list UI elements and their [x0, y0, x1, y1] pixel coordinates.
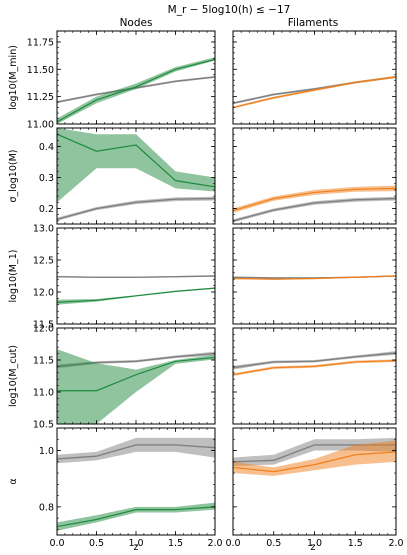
x-tick-label: 2.0: [207, 538, 222, 549]
plot-area: [57, 128, 215, 221]
plot-area: [57, 275, 215, 305]
series-line-0: [233, 197, 396, 222]
y-axis-label: α: [8, 478, 19, 484]
plot-area: [57, 57, 215, 124]
plot-area: [57, 437, 215, 531]
series-line-1: [233, 451, 396, 473]
series-band-0: [57, 351, 215, 369]
plot-area: [233, 351, 396, 376]
y-tick-label: 11.50: [27, 65, 54, 76]
column-title-filaments: Filaments: [288, 17, 338, 29]
y-tick-label: 0.3: [39, 173, 54, 184]
y-axis-label: log10(M_1): [8, 250, 19, 303]
series-line-1: [233, 360, 396, 376]
x-tick-label: 1.5: [168, 538, 183, 549]
axes-frame: [232, 127, 397, 225]
panel-2-1: [232, 227, 397, 325]
y-tick-label: 0.2: [39, 204, 54, 215]
y-tick-label: 12.0: [33, 324, 54, 335]
series-line-1: [57, 133, 215, 188]
series-band-0: [233, 196, 396, 223]
y-tick-label: 12.0: [33, 288, 54, 299]
y-tick-label: 11.25: [27, 92, 54, 103]
x-tick-label: 0.5: [266, 538, 281, 549]
x-axis-label-left: z: [134, 542, 139, 553]
plot-area: [233, 275, 396, 280]
y-tick-label: 11.00: [27, 120, 54, 131]
x-tick-label: 0.0: [225, 538, 240, 549]
series-band-1: [57, 502, 215, 531]
series-band-1: [233, 440, 396, 476]
x-tick-label: 1.0: [307, 538, 322, 549]
y-axis-label: σ_log10(M): [8, 150, 19, 203]
x-tick-label: 1.5: [348, 538, 363, 549]
axes-frame: [232, 227, 397, 325]
x-tick-label: 1.0: [128, 538, 143, 549]
panel-1-1: [232, 127, 397, 225]
y-axis-label: log10(M_min): [8, 45, 19, 110]
series-line-1: [233, 187, 396, 212]
x-axis-label-right: z: [311, 542, 316, 553]
series-line-0: [233, 352, 396, 369]
y-axis-label: log10(M_cut): [8, 345, 19, 407]
column-title-nodes: Nodes: [120, 17, 153, 29]
y-tick-label: 0.4: [39, 142, 54, 153]
figure-title: M_r − 5log10(h) ≤ −17: [168, 4, 291, 16]
y-tick-label: 12.5: [33, 256, 54, 267]
plot-area: [233, 75, 396, 109]
y-tick-label: 11.75: [27, 37, 54, 48]
series-band-0: [57, 437, 215, 464]
x-tick-label: 2.0: [388, 538, 403, 549]
panel-0-1: [232, 30, 397, 125]
y-tick-label: 11.5: [33, 320, 54, 331]
y-tick-label: 0.8: [39, 502, 54, 513]
series-band-0: [233, 351, 396, 370]
panel-3-1: [232, 327, 397, 425]
y-tick-label: 1.0: [39, 446, 54, 457]
series-line-0: [57, 275, 215, 278]
panel-3-0: 10.5 11.0 11.5 12.0 log10(M_cut): [8, 324, 216, 431]
series-band-1: [57, 128, 215, 203]
series-band-1: [57, 349, 215, 424]
series-band-0: [57, 196, 215, 221]
y-tick-label: 11.5: [33, 356, 54, 367]
panel-1-0: 0.2 0.3 0.4 σ_log10(M): [8, 127, 216, 225]
axes-frame: [232, 327, 397, 425]
series-line-1: [57, 506, 215, 528]
series-line-1: [233, 275, 396, 280]
plot-area: [233, 437, 396, 476]
plot-area: [233, 185, 396, 223]
series-line-1: [57, 58, 215, 123]
y-tick-label: 11.0: [33, 388, 54, 399]
panel-4-0: 0.0 0.5 1.0 1.5 2.0 0.8 1.0 α: [8, 427, 223, 549]
series-line-1: [233, 76, 396, 109]
series-line-1: [57, 287, 215, 303]
x-tick-label: 0.0: [49, 538, 64, 549]
series-line-0: [57, 444, 215, 460]
panel-4-1: 0.0 0.5 1.0 1.5 2.0: [225, 427, 404, 549]
axes-frame: [232, 30, 397, 125]
y-tick-label: 10.5: [33, 420, 54, 431]
panel-2-0: 11.5 12.0 12.5 13.0 log10(M_1): [8, 224, 216, 331]
panel-0-0: 11.00 11.25 11.50 11.75 log10(M_min): [8, 30, 216, 131]
x-tick-label: 0.5: [89, 538, 104, 549]
series-band-1: [233, 359, 396, 376]
y-tick-label: 13.0: [33, 224, 54, 235]
series-line-1: [57, 356, 215, 392]
series-line-0: [57, 197, 215, 221]
plot-area: [57, 349, 215, 424]
series-band-1: [57, 57, 215, 124]
